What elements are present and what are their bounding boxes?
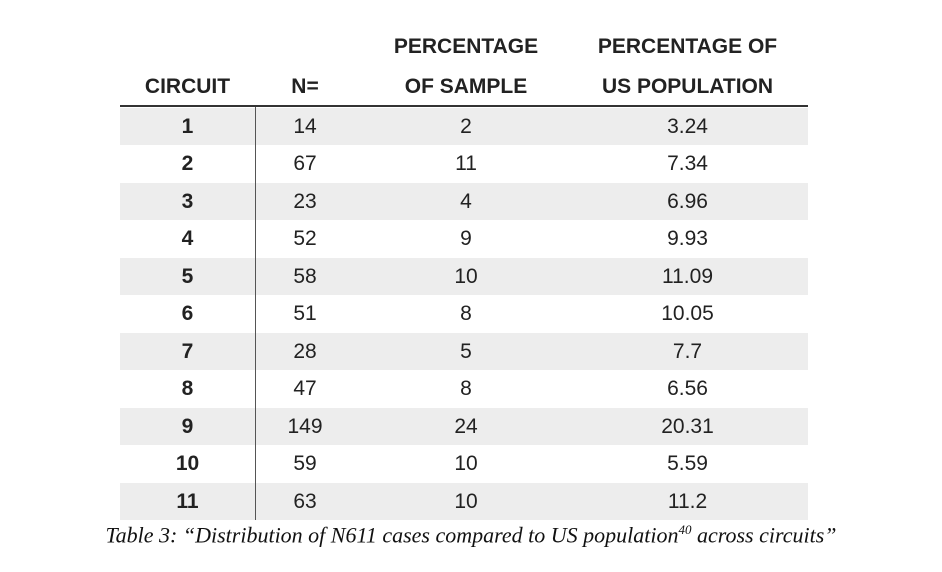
header-cell: PERCENTAGE OF <box>597 35 778 58</box>
table-cell: 5.59 <box>667 452 708 475</box>
table-cell: 1 <box>181 114 194 138</box>
caption: Table 3: “Distribution of N611 cases com… <box>0 522 942 548</box>
header-cell: OF SAMPLE <box>404 75 528 98</box>
row-shade <box>120 257 808 295</box>
table-cell: 11.2 <box>667 489 708 513</box>
table-cell: 58 <box>293 264 317 288</box>
caption-superscript: 40 <box>678 522 692 537</box>
row-shade <box>120 332 808 370</box>
table-cell: 8 <box>460 302 472 325</box>
table-cell: 67 <box>293 152 317 175</box>
table-cell: 2 <box>181 152 194 175</box>
table-cell: 63 <box>293 489 317 513</box>
table-cell: 51 <box>293 302 317 325</box>
table-cell: 9 <box>460 227 472 250</box>
table-cell: 2 <box>460 114 472 138</box>
table-cell: 14 <box>293 114 317 138</box>
table-cell: 5 <box>181 264 194 288</box>
caption-text: Table 3: “Distribution of N611 cases com… <box>105 522 679 548</box>
header-cell: PERCENTAGE <box>393 35 539 58</box>
row-shade <box>120 482 808 520</box>
table-cell: 5 <box>460 339 472 363</box>
row-shade <box>120 407 808 445</box>
header-cell: CIRCUIT <box>144 75 231 98</box>
table-cell: 8 <box>181 377 194 400</box>
table-cell: 10 <box>175 452 200 475</box>
table-cell: 8 <box>460 377 472 400</box>
table-cell: 52 <box>293 227 317 250</box>
table-cell: 149 <box>287 414 323 438</box>
table-cell: 11 <box>455 152 477 175</box>
table-cell: 20.31 <box>661 414 714 438</box>
table-cell: 7 <box>181 339 194 363</box>
table-cell: 4 <box>181 227 194 250</box>
table-cell: 47 <box>293 377 317 400</box>
table-cell: 11.09 <box>662 264 713 288</box>
header-cell: US POPULATION <box>601 75 774 98</box>
caption-text: across circuits” <box>691 522 837 548</box>
table-cell: 28 <box>293 339 317 363</box>
header-rule <box>120 105 808 107</box>
table-cell: 9 <box>181 414 194 438</box>
table-cell: 10 <box>454 264 478 288</box>
table-cell: 10 <box>454 489 478 513</box>
column-rule <box>255 107 256 520</box>
table-cell: 23 <box>293 189 317 213</box>
table-cell: 6.96 <box>667 189 708 213</box>
table-cell: 4 <box>460 189 472 213</box>
table-cell: 6.56 <box>667 377 708 400</box>
table-cell: 3.24 <box>667 114 708 138</box>
table-cell: 10.05 <box>661 302 714 325</box>
table-cell: 59 <box>293 452 317 475</box>
header-cell: N= <box>291 75 319 98</box>
table-cell: 10 <box>454 452 478 475</box>
table-cell: 9.93 <box>667 227 708 250</box>
row-shade <box>120 107 808 145</box>
row-shade <box>120 182 808 220</box>
table-cell: 7.7 <box>672 339 703 363</box>
table-cell: 24 <box>454 414 478 438</box>
table-cell: 7.34 <box>667 152 708 175</box>
table-cell: 3 <box>181 189 194 213</box>
table-cell: 11 <box>176 489 199 513</box>
table-cell: 6 <box>181 302 194 325</box>
